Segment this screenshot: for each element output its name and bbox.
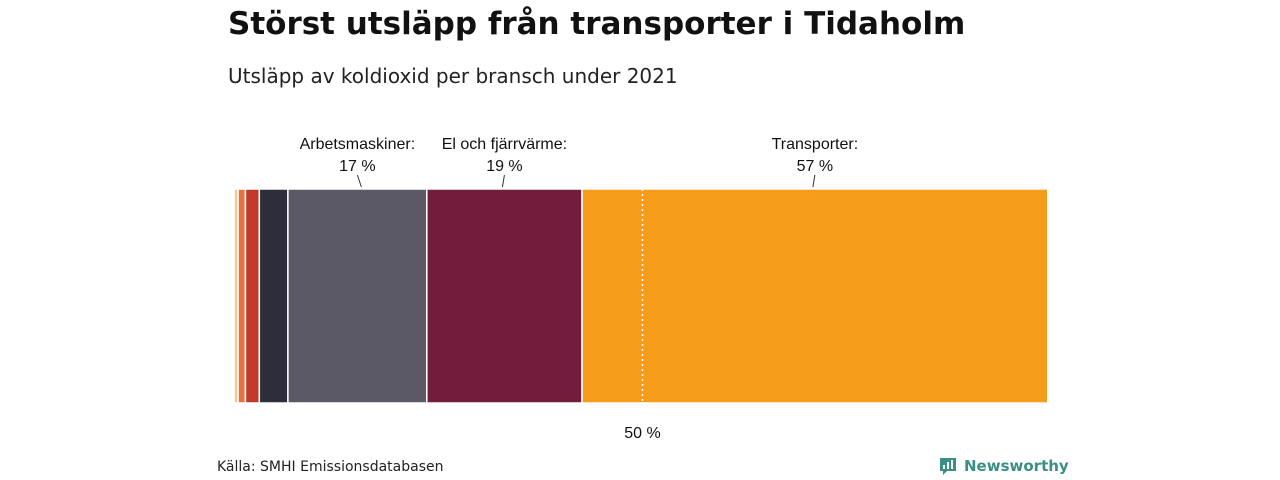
chart-title: Störst utsläpp från transporter i Tidaho… bbox=[228, 6, 966, 42]
segment-value-label-4: 17 % bbox=[339, 158, 375, 175]
bar-segment-5 bbox=[426, 188, 583, 404]
segment-value-label-6: 57 % bbox=[797, 158, 833, 175]
segment-label-4: Arbetsmaskiner: bbox=[300, 136, 416, 153]
brand-name: Newsworthy bbox=[964, 457, 1069, 475]
brand-logo: Newsworthy bbox=[938, 456, 1069, 476]
segment-leader-line-4 bbox=[356, 174, 362, 188]
bar-chart-logo-icon bbox=[940, 458, 956, 475]
bar-segment-2 bbox=[244, 188, 261, 404]
segment-label-6: Transporter: bbox=[772, 136, 859, 153]
segment-label-5: El och fjärrvärme: bbox=[442, 136, 567, 153]
segment-value-label-5: 19 % bbox=[486, 158, 522, 175]
source-note: Källa: SMHI Emissionsdatabasen bbox=[217, 459, 444, 475]
bar-segment-4 bbox=[287, 188, 428, 404]
reference-line-label: 50 % bbox=[624, 425, 660, 442]
chart-subtitle: Utsläpp av koldioxid per bransch under 2… bbox=[228, 64, 678, 88]
bar-segment-6 bbox=[581, 188, 1049, 404]
bar-segment-3 bbox=[258, 188, 289, 404]
bar-segment-1 bbox=[237, 188, 247, 404]
segment-leader-line-5 bbox=[501, 174, 505, 188]
segment-leader-line-6 bbox=[812, 174, 816, 188]
